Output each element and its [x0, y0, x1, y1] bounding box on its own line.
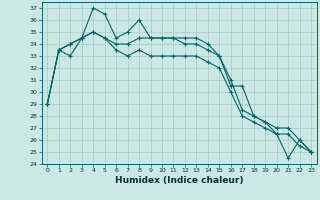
X-axis label: Humidex (Indice chaleur): Humidex (Indice chaleur)	[115, 176, 244, 185]
